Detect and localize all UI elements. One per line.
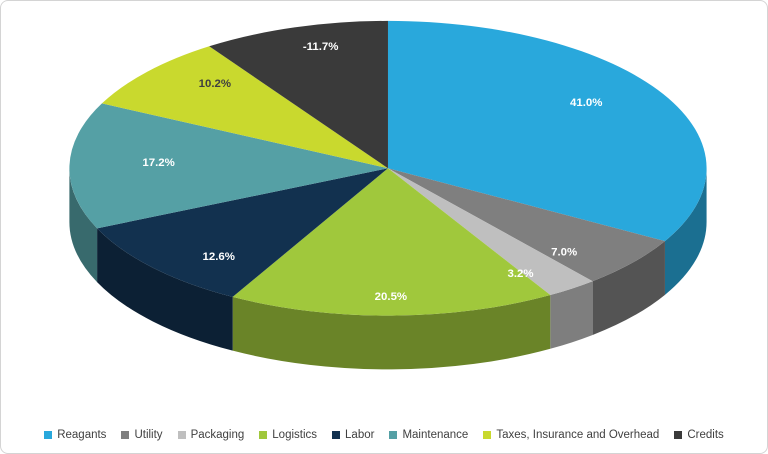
legend-swatch-maintenance	[389, 431, 398, 439]
data-label-maintenance: 17.2%	[142, 157, 174, 169]
data-label-packaging: 3.2%	[507, 268, 533, 280]
data-label-taxes-insurance-and-overhead: 10.2%	[199, 78, 231, 90]
data-label-reagants: 41.0%	[570, 97, 602, 109]
data-label-labor: 12.6%	[203, 251, 235, 263]
legend-item-packaging[interactable]: Packaging	[177, 429, 245, 441]
legend-swatch-credits	[674, 431, 683, 439]
pie-slice-logistics[interactable]	[232, 168, 551, 316]
pie-slice-credits[interactable]	[209, 20, 388, 169]
legend-swatch-labor	[332, 431, 341, 439]
legend-item-labor[interactable]: Labor	[332, 429, 374, 441]
pie-slice-maintenance[interactable]	[69, 103, 388, 229]
legend-label-packaging: Packaging	[190, 429, 245, 441]
pie-slice-reagants[interactable]	[387, 20, 707, 242]
legend-label-reagants: Reagants	[57, 429, 107, 441]
pie-slice-wall-reagants	[664, 168, 707, 295]
legend-item-logistics[interactable]: Logistics	[259, 429, 317, 441]
data-label-logistics: 20.5%	[375, 291, 407, 303]
legend-item-maintenance[interactable]: Maintenance	[389, 429, 468, 441]
legend-item-credits[interactable]: Credits	[674, 429, 724, 441]
legend-swatch-reagants	[44, 431, 53, 439]
pie-slice-wall-utility	[592, 241, 665, 335]
legend-swatch-logistics	[259, 431, 268, 439]
pie-slice-labor[interactable]	[97, 168, 388, 297]
legend-label-maintenance: Maintenance	[402, 429, 469, 441]
legend-item-utility[interactable]: Utility	[121, 429, 163, 441]
data-label-credits: -11.7%	[303, 41, 339, 53]
pie-slice-wall-packaging	[550, 281, 593, 349]
legend-swatch-taxes-insurance-and-overhead	[483, 431, 492, 439]
pie-slice-taxes-insurance-and-overhead[interactable]	[101, 46, 388, 169]
legend-item-reagants[interactable]: Reagants	[44, 429, 106, 441]
legend-label-credits: Credits	[687, 429, 724, 441]
legend-item-taxes-insurance-and-overhead[interactable]: Taxes, Insurance and Overhead	[483, 429, 659, 441]
pie-slice-packaging[interactable]	[387, 168, 593, 296]
legend-label-taxes-insurance-and-overhead: Taxes, Insurance and Overhead	[496, 429, 660, 441]
legend-label-utility: Utility	[134, 429, 163, 441]
pie-slice-wall-labor	[97, 228, 233, 351]
legend-label-labor: Labor	[345, 429, 375, 441]
legend-label-logistics: Logistics	[272, 429, 318, 441]
data-label-utility: 7.0%	[551, 246, 577, 258]
pie-slice-wall-maintenance	[69, 168, 98, 283]
legend-swatch-utility	[121, 431, 130, 439]
legend-swatch-packaging	[177, 431, 186, 439]
pie-slice-wall-logistics	[232, 295, 551, 370]
chart-legend: Reagants Utility Packaging Logistics Labor Ma…	[1, 429, 767, 441]
pie-slice-utility[interactable]	[387, 168, 665, 282]
